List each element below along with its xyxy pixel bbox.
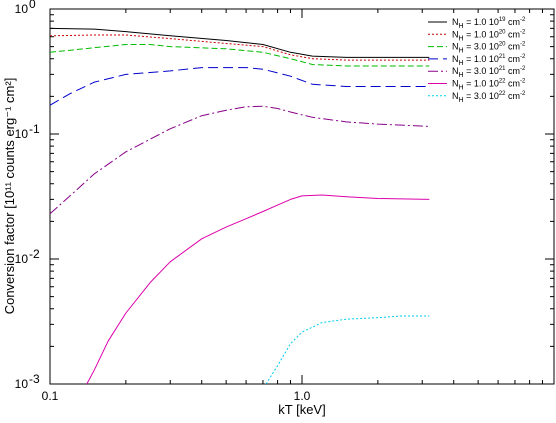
- x-tick-label: 0.1: [42, 389, 59, 403]
- series-line: [49, 34, 430, 61]
- legend-entry: NH = 1.0 1019 cm-2: [452, 17, 526, 30]
- x-tick-labels: 0.1 1.0: [42, 389, 311, 403]
- legend-entry: NH = 1.0 1021 cm-2: [452, 54, 526, 67]
- series-line: [265, 315, 430, 385]
- y-tick-label: 10: [15, 2, 29, 16]
- legend-entry: NH = 1.0 1020 cm-2: [452, 29, 526, 42]
- y-axis-title: Conversion factor [10¹¹ counts erg⁻¹ cm²…: [2, 78, 17, 315]
- legend-entry: NH = 3.0 1022 cm-2: [452, 91, 526, 104]
- y-tick-label: 10: [15, 377, 29, 391]
- series-line: [86, 194, 430, 385]
- y-tick-exponent: 0: [29, 0, 36, 11]
- y-tick-exponent: -1: [29, 122, 40, 136]
- x-tick-label: 1.0: [294, 389, 311, 403]
- axis-ticks: [49, 9, 554, 385]
- series-line: [49, 44, 430, 67]
- legend-entry: NH = 3.0 1021 cm-2: [452, 66, 526, 79]
- legend-entry: NH = 1.0 1022 cm-2: [452, 79, 526, 92]
- series-line: [49, 67, 430, 106]
- legend-entry: NH = 3.0 1020 cm-2: [452, 42, 526, 55]
- data-series: [49, 27, 430, 385]
- x-axis-title: kT [keV]: [278, 402, 325, 417]
- y-tick-label: 10: [15, 127, 29, 141]
- legend: NH = 1.0 1019 cm-2NH = 1.0 1020 cm-2NH =…: [428, 17, 526, 104]
- y-tick-label: 10: [15, 252, 29, 266]
- y-tick-exponent: -2: [29, 247, 40, 261]
- y-tick-exponent: -3: [29, 372, 40, 386]
- series-line: [49, 27, 430, 58]
- series-line: [49, 105, 430, 215]
